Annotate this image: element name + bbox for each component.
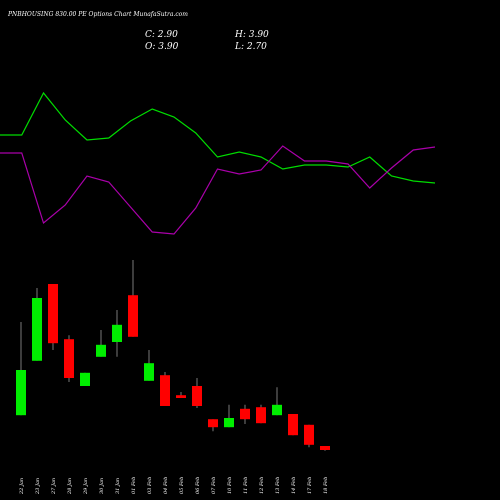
x-tick-label: 10 Feb <box>227 477 233 494</box>
candle-body <box>96 344 106 357</box>
ohlc-low: L: 2.70 <box>234 42 267 52</box>
x-tick-label: 05 Feb <box>179 477 185 494</box>
candle-body <box>288 414 298 436</box>
x-tick-label: 31 Jan <box>115 478 121 494</box>
x-tick-label: 14 Feb <box>291 477 297 494</box>
candle-body <box>208 419 218 428</box>
x-tick-label: 06 Feb <box>195 477 201 494</box>
candle-body <box>16 370 26 416</box>
x-tick-label: 13 Feb <box>275 477 281 494</box>
candle-body <box>64 339 74 378</box>
candle-body <box>144 363 154 381</box>
chart-title: PNBHOUSING 830.00 PE Options Chart Munaf… <box>7 11 188 18</box>
x-tick-label: 23 Jan <box>35 478 41 495</box>
candle-body <box>80 372 90 386</box>
candle-body <box>192 386 202 406</box>
candle-body <box>256 407 266 424</box>
ohlc-close: C: 2.90 <box>145 30 178 40</box>
indicator-line <box>0 145 436 235</box>
candle-body <box>128 295 138 337</box>
candle-body <box>48 284 58 344</box>
candle-body <box>272 404 282 416</box>
candle-body <box>160 375 170 406</box>
x-tick-label: 29 Jan <box>83 478 89 495</box>
indicator-line <box>0 91 436 184</box>
ohlc-high: H: 3.90 <box>234 30 269 40</box>
x-tick-label: 07 Feb <box>211 477 217 494</box>
x-tick-label: 04 Feb <box>163 477 169 494</box>
x-tick-label: 30 Jan <box>99 478 105 494</box>
x-tick-label: 03 Feb <box>147 477 153 494</box>
x-tick-label: 22 Jan <box>19 478 25 495</box>
candle-body <box>112 324 122 342</box>
x-tick-label: 18 Feb <box>323 477 329 494</box>
candle-body <box>224 418 234 428</box>
x-tick-label: 01 Feb <box>131 477 137 494</box>
candle-body <box>32 298 42 361</box>
ohlc-open: O: 3.90 <box>145 42 179 52</box>
candle-body <box>240 408 250 420</box>
candle-body <box>176 395 186 398</box>
x-tick-label: 28 Jan <box>67 478 73 495</box>
x-tick-label: 12 Feb <box>259 477 265 494</box>
x-tick-label: 27 Jan <box>51 478 57 495</box>
x-tick-label: 11 Feb <box>243 477 249 494</box>
candle-body <box>304 424 314 445</box>
x-tick-label: 17 Feb <box>307 477 313 494</box>
candle-body <box>320 446 330 450</box>
